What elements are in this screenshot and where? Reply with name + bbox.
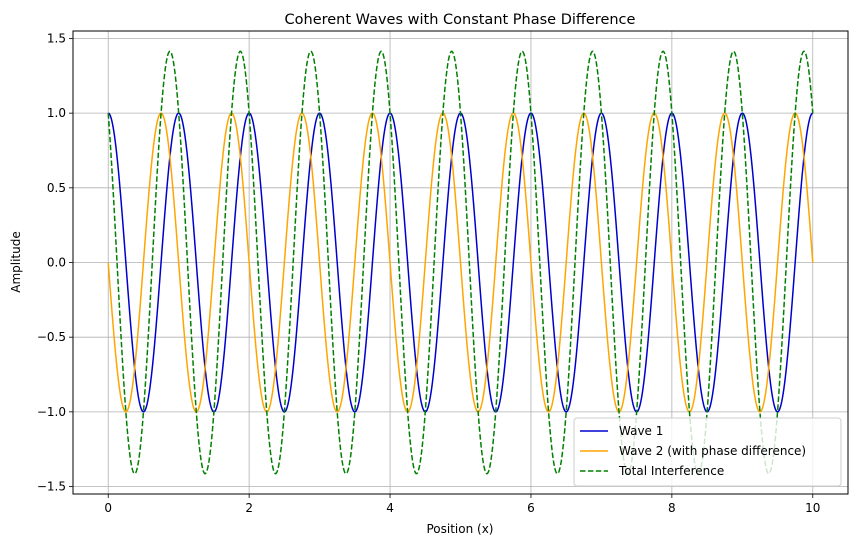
x-tick-label: 10 — [805, 501, 820, 515]
y-axis: −1.5 −1.0 −0.5 0.0 0.5 1.0 1.5 — [37, 31, 73, 494]
y-tick-label: −1.0 — [37, 405, 66, 419]
y-tick-label: −1.5 — [37, 480, 66, 494]
legend-label-2: Wave 2 (with phase difference) — [619, 444, 806, 458]
x-tick-label: 8 — [668, 501, 676, 515]
y-tick-label: 0.5 — [47, 181, 66, 195]
chart-title: Coherent Waves with Constant Phase Diffe… — [285, 12, 636, 28]
x-axis-title: Position (x) — [426, 522, 493, 536]
x-tick-label: 4 — [386, 501, 394, 515]
y-tick-label: 1.5 — [47, 31, 66, 45]
y-tick-label: 0.0 — [47, 256, 66, 270]
legend-box — [573, 417, 842, 487]
x-axis: 0 2 4 6 8 10 — [104, 494, 820, 515]
y-tick-label: 1.0 — [47, 106, 66, 120]
legend-label-3: Total Interference — [618, 464, 724, 478]
x-tick-label: 6 — [527, 501, 535, 515]
legend: Wave 1 Wave 2 (with phase difference) Tota… — [573, 417, 842, 487]
x-tick-label: 0 — [104, 501, 112, 515]
series-line-2 — [107, 112, 814, 413]
legend-label-1: Wave 1 — [619, 424, 663, 438]
y-tick-label: −0.5 — [37, 330, 66, 344]
x-tick-label: 2 — [245, 501, 253, 515]
y-axis-title: Amplitude — [9, 231, 23, 293]
